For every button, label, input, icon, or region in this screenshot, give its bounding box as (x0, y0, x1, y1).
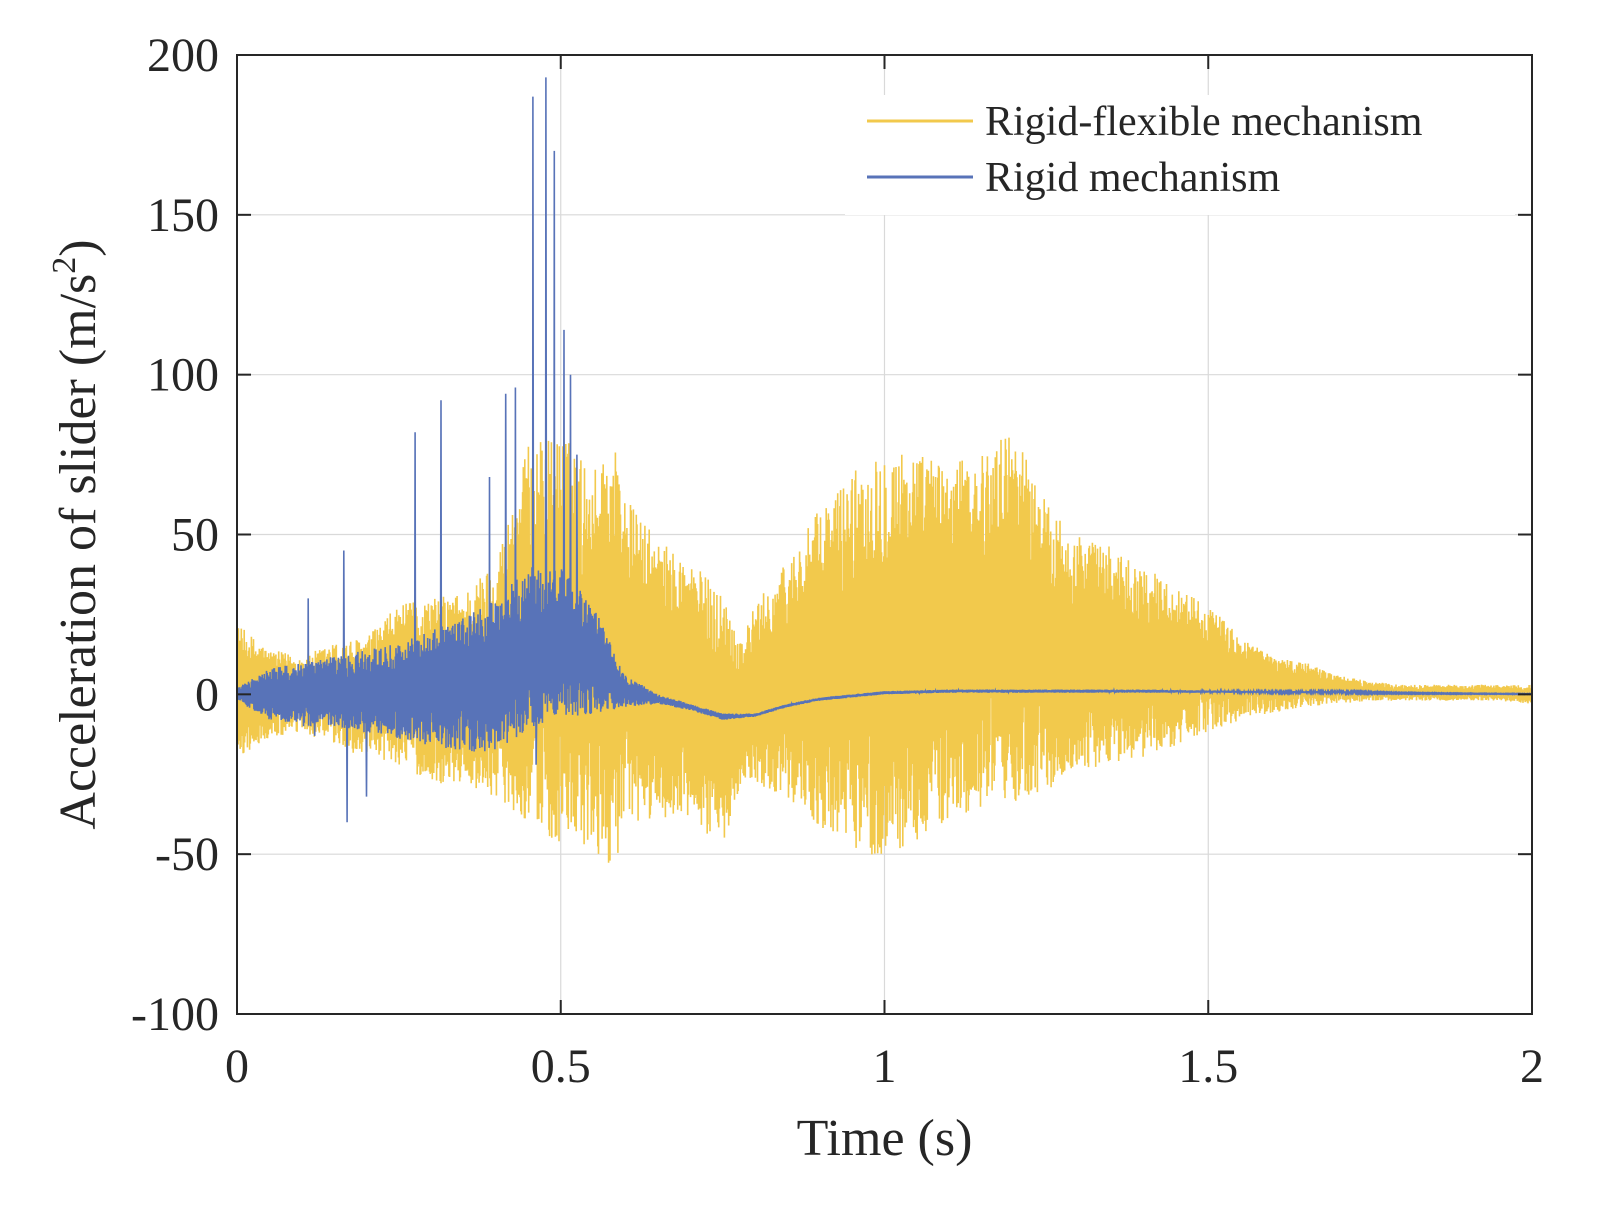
y-axis-title-main: Acceleration of slider (m/s (50, 274, 107, 830)
x-axis-title: Time (s) (797, 1110, 973, 1167)
x-tick-label: 1.5 (1178, 1040, 1238, 1093)
x-ticks-layer: 0 0.5 1 1.5 2 (225, 55, 1544, 1093)
y-tick-label: 50 (171, 509, 219, 562)
legend: Rigid-flexible mechanism Rigid mechanism (845, 95, 1515, 215)
y-tick-label: -100 (131, 988, 219, 1041)
series-layer (236, 77, 1533, 863)
y-axis-title: Acceleration of slider (m/s2) (46, 239, 107, 829)
legend-label-rigid: Rigid mechanism (985, 155, 1280, 201)
x-tick-label: 1 (873, 1040, 897, 1093)
y-axis-title-suffix: ) (50, 239, 107, 256)
y-tick-label: 200 (147, 29, 219, 82)
y-axis-title-text: Acceleration of slider (m/s2) (46, 239, 107, 829)
y-tick-label: -50 (155, 828, 219, 881)
x-tick-label: 0.5 (531, 1040, 591, 1093)
y-tick-label: 100 (147, 349, 219, 402)
series-rigid-flexible-line (236, 437, 1533, 863)
x-tick-label: 2 (1520, 1040, 1544, 1093)
legend-background (845, 95, 1515, 215)
series-rigid-line (236, 77, 1533, 823)
y-tick-label: 150 (147, 189, 219, 242)
y-axis-title-superscript: 2 (46, 257, 83, 274)
x-tick-label: 0 (225, 1040, 249, 1093)
y-ticks-layer: -100 -50 0 50 100 150 200 (131, 29, 1532, 1041)
y-tick-label: 0 (195, 668, 219, 721)
legend-label-rigid-flexible: Rigid-flexible mechanism (985, 99, 1423, 145)
